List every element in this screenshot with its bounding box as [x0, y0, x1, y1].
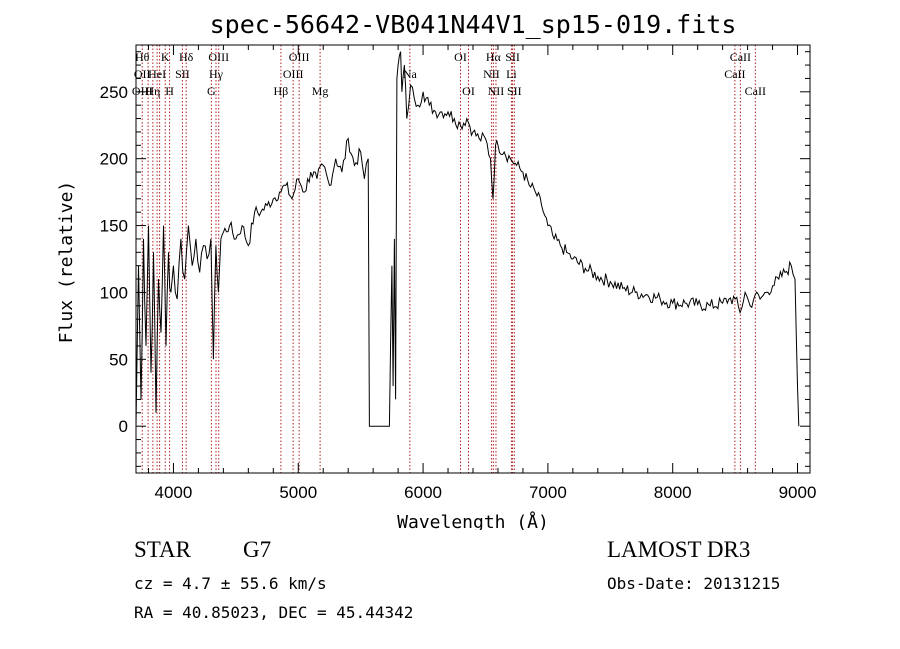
line-marker-label: Hα	[486, 50, 502, 64]
x-tick-label: 4000	[155, 483, 193, 502]
line-marker-label: Mg	[312, 84, 329, 98]
line-marker-label: OIII	[283, 67, 304, 81]
survey-name: LAMOST DR3	[607, 537, 751, 562]
line-marker-label: CaII	[745, 84, 766, 98]
line-marker-label: HeI	[148, 67, 166, 81]
spectrum-chart: HθOIIOIIIHηHeIKHSIIHδGHγOIIIHβOIIIOIIIMg…	[56, 10, 817, 530]
line-marker-label: NII	[483, 67, 500, 81]
x-axis-label: Wavelength (Å)	[397, 511, 549, 530]
line-marker-label: OIII	[132, 84, 153, 98]
y-tick-label: 100	[100, 283, 128, 302]
x-tick-label: 9000	[779, 483, 817, 502]
plot-frame	[135, 44, 811, 474]
line-marker-label: SII	[175, 67, 190, 81]
x-tick-label: 6000	[404, 483, 442, 502]
line-marker-label: G	[207, 84, 216, 98]
line-marker-label: OI	[454, 50, 467, 64]
y-tick-label: 50	[109, 350, 128, 369]
line-marker-label: Li	[506, 67, 517, 81]
line-marker-label: OI	[462, 84, 475, 98]
line-marker-label: K	[161, 50, 170, 64]
redshift: cz = 4.7 ± 55.6 km/s	[134, 574, 327, 593]
line-marker-label: OII	[134, 67, 151, 81]
line-marker-label: Hδ	[179, 50, 194, 64]
y-axis-label: Flux (relative)	[56, 181, 77, 344]
x-tick-label: 8000	[654, 483, 692, 502]
obs-date: Obs-Date: 20131215	[607, 574, 781, 593]
line-marker-label: Na	[403, 67, 418, 81]
line-marker-label: Hθ	[135, 50, 150, 64]
line-marker-label: CaII	[730, 50, 751, 64]
subclass: G7	[243, 537, 272, 562]
coordinates: RA = 40.85023, DEC = 45.44342	[134, 603, 414, 622]
line-marker-label: NII	[488, 84, 505, 98]
line-marker-label: Hη	[145, 84, 160, 98]
y-axis: 0 50 100 150 200 250	[100, 51, 810, 467]
line-marker-labels: HθOIIOIIIHηHeIKHSIIHδGHγOIIIHβOIIIOIIIMg…	[132, 50, 766, 98]
line-marker-label: SII	[505, 50, 520, 64]
line-marker-label: H	[165, 84, 174, 98]
classification: STAR	[134, 537, 191, 562]
line-marker-label: Hγ	[209, 67, 224, 81]
y-tick-label: 250	[100, 83, 128, 102]
line-marker-label: OIII	[208, 50, 229, 64]
chart-title: spec-56642-VB041N44V1_sp15-019.fits	[210, 10, 737, 39]
x-axis: 4000 5000 6000 7000 8000 9000	[147, 45, 817, 502]
y-tick-label: 200	[100, 150, 128, 169]
line-marker-label: SII	[507, 84, 522, 98]
x-tick-label: 7000	[529, 483, 567, 502]
line-marker-label: OIII	[289, 50, 310, 64]
line-markers	[141, 45, 756, 473]
spectrum-line	[135, 51, 800, 427]
line-marker-label: CaII	[724, 67, 745, 81]
x-tick-label: 5000	[279, 483, 317, 502]
y-tick-label: 150	[100, 217, 128, 236]
line-marker-label: Hβ	[274, 84, 289, 98]
y-tick-label: 0	[119, 417, 128, 436]
